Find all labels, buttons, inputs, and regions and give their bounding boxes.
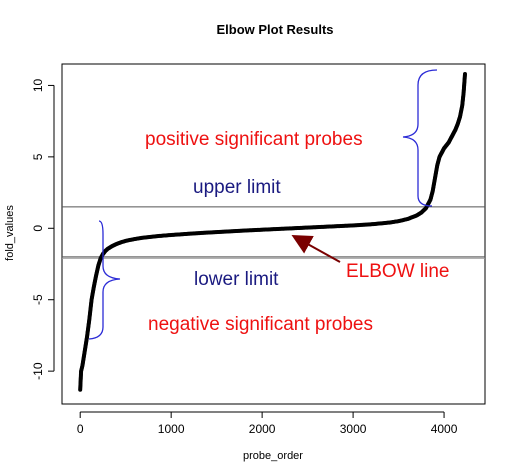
y-tick-label: -5 — [31, 294, 45, 305]
x-tick-label: 0 — [77, 422, 84, 436]
positive-brace — [402, 69, 438, 207]
lower-limit-label: lower limit — [194, 269, 279, 290]
x-tick-label: 2000 — [249, 422, 276, 436]
elbow-line-label: ELBOW line — [346, 261, 449, 282]
x-axis: 0 1000 2000 3000 4000 — [77, 411, 458, 436]
y-tick-label: 10 — [31, 78, 45, 92]
y-tick-label: 5 — [31, 153, 45, 160]
y-axis: -10 -5 0 5 10 — [31, 78, 55, 380]
data-points — [78, 72, 467, 392]
y-tick-label: 0 — [31, 225, 45, 232]
negative-probes-label: negative significant probes — [148, 314, 373, 335]
x-axis-label: probe_order — [243, 450, 303, 462]
positive-probes-label: positive significant probes — [145, 129, 363, 150]
upper-limit-label: upper limit — [193, 177, 281, 198]
negative-brace — [88, 220, 121, 340]
data-point — [462, 72, 467, 76]
y-axis-label: fold_values — [4, 205, 16, 261]
plot-frame — [61, 63, 486, 405]
chart-title: Elbow Plot Results — [216, 22, 333, 37]
y-tick-label: -10 — [31, 362, 45, 380]
x-tick-label: 4000 — [431, 422, 458, 436]
x-tick-label: 1000 — [158, 422, 185, 436]
elbow-arrow — [291, 235, 341, 263]
x-tick-label: 3000 — [340, 422, 367, 436]
limit-lines — [62, 206, 485, 259]
